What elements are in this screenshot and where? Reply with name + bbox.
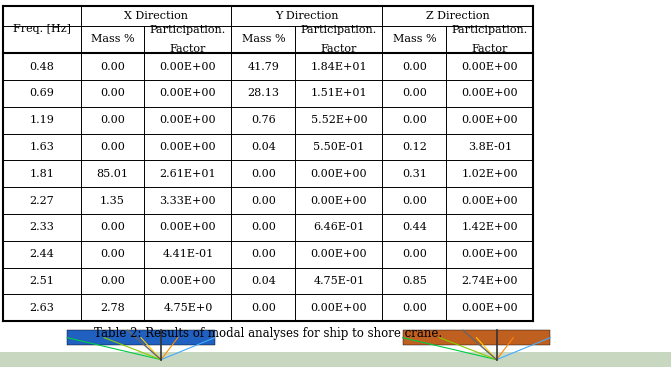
Text: 0.00E+00: 0.00E+00 [311,303,367,313]
Text: 1.02E+00: 1.02E+00 [462,169,518,179]
Text: 0.00: 0.00 [100,276,125,286]
Text: 1.63: 1.63 [30,142,54,152]
Text: 0.00E+00: 0.00E+00 [160,115,216,125]
Text: Mass %: Mass % [242,34,285,44]
Text: 0.00: 0.00 [402,196,427,206]
Text: 0.00: 0.00 [100,62,125,72]
Text: 0.00E+00: 0.00E+00 [160,222,216,232]
Text: 0.00E+00: 0.00E+00 [160,142,216,152]
Text: 28.13: 28.13 [248,88,279,98]
Bar [403,330,550,345]
Text: Factor: Factor [472,44,508,54]
Text: 0.00: 0.00 [251,249,276,259]
Text: 0.00: 0.00 [251,222,276,232]
Text: Participation.: Participation. [452,25,528,35]
Text: 0.00: 0.00 [100,249,125,259]
Text: 1.19: 1.19 [30,115,54,125]
Text: 0.00E+00: 0.00E+00 [462,88,518,98]
Text: Participation.: Participation. [301,25,377,35]
Text: 4.41E-01: 4.41E-01 [162,249,213,259]
Bar [0,352,671,367]
Text: 85.01: 85.01 [97,169,128,179]
Text: 2.63: 2.63 [30,303,54,313]
Text: 5.50E-01: 5.50E-01 [313,142,364,152]
Text: 2.44: 2.44 [30,249,54,259]
Text: Z Direction: Z Direction [426,11,490,21]
Text: 0.00: 0.00 [402,303,427,313]
Text: 4.75E-01: 4.75E-01 [313,276,364,286]
Text: 0.00: 0.00 [402,88,427,98]
Text: 0.00: 0.00 [402,62,427,72]
Text: 0.00: 0.00 [402,249,427,259]
Text: 3.33E+00: 3.33E+00 [160,196,216,206]
Text: 2.33: 2.33 [30,222,54,232]
Bar [67,330,215,345]
Text: 1.84E+01: 1.84E+01 [311,62,367,72]
Text: 0.00: 0.00 [402,115,427,125]
Text: 0.00: 0.00 [100,88,125,98]
Text: 1.51E+01: 1.51E+01 [311,88,367,98]
Text: 0.00: 0.00 [251,169,276,179]
Text: 4.75E+0: 4.75E+0 [163,303,213,313]
Text: Participation.: Participation. [150,25,226,35]
Text: 2.74E+00: 2.74E+00 [462,276,518,286]
Text: 0.00E+00: 0.00E+00 [462,115,518,125]
Text: Mass %: Mass % [91,34,134,44]
Text: 0.00E+00: 0.00E+00 [160,62,216,72]
Text: 0.00E+00: 0.00E+00 [311,169,367,179]
Text: 0.12: 0.12 [402,142,427,152]
Text: Freq. [Hz]: Freq. [Hz] [13,24,71,34]
Text: 1.42E+00: 1.42E+00 [462,222,518,232]
Text: 3.8E-01: 3.8E-01 [468,142,512,152]
Text: 1.81: 1.81 [30,169,54,179]
Text: 2.27: 2.27 [30,196,54,206]
Text: 0.00E+00: 0.00E+00 [160,276,216,286]
Text: 1.35: 1.35 [100,196,125,206]
Text: 41.79: 41.79 [248,62,279,72]
Text: 0.00: 0.00 [100,222,125,232]
Text: Factor: Factor [321,44,357,54]
Text: 0.04: 0.04 [251,142,276,152]
Text: 0.00: 0.00 [251,303,276,313]
Text: 0.76: 0.76 [251,115,276,125]
Text: 0.00E+00: 0.00E+00 [160,88,216,98]
Text: 6.46E-01: 6.46E-01 [313,222,364,232]
Text: 0.44: 0.44 [402,222,427,232]
Text: 0.00: 0.00 [251,196,276,206]
Text: 0.00E+00: 0.00E+00 [462,249,518,259]
Text: 0.85: 0.85 [402,276,427,286]
Text: 0.00: 0.00 [100,115,125,125]
Text: 2.51: 2.51 [30,276,54,286]
Text: 0.00E+00: 0.00E+00 [311,196,367,206]
Text: 0.00E+00: 0.00E+00 [311,249,367,259]
Text: X Direction: X Direction [124,11,188,21]
Text: 0.04: 0.04 [251,276,276,286]
Text: Factor: Factor [170,44,206,54]
Text: 0.69: 0.69 [30,88,54,98]
Text: 0.31: 0.31 [402,169,427,179]
Text: Mass %: Mass % [393,34,436,44]
Text: 0.00E+00: 0.00E+00 [462,303,518,313]
Text: 2.61E+01: 2.61E+01 [160,169,216,179]
Text: 0.00E+00: 0.00E+00 [462,196,518,206]
Text: Table 2: Results of modal analyses for ship to shore crane.: Table 2: Results of modal analyses for s… [95,327,442,341]
Text: 5.52E+00: 5.52E+00 [311,115,367,125]
Text: 2.78: 2.78 [100,303,125,313]
Text: 0.48: 0.48 [30,62,54,72]
Text: Y Direction: Y Direction [275,11,339,21]
Text: 0.00: 0.00 [100,142,125,152]
Text: 0.00E+00: 0.00E+00 [462,62,518,72]
